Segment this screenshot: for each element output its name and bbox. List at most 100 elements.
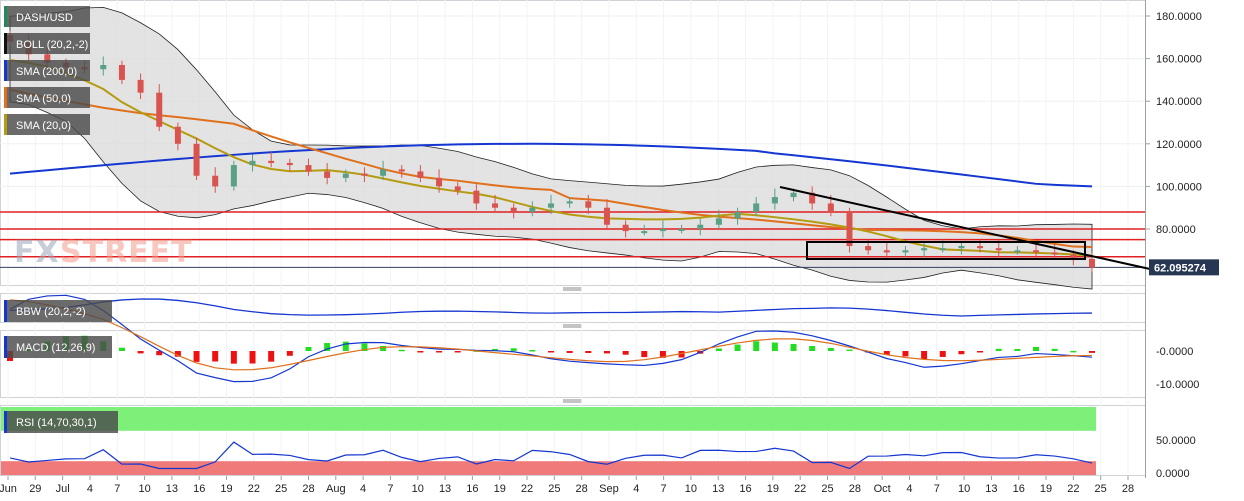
candle-body: [454, 186, 461, 191]
macd-histogram-bar: [659, 351, 666, 358]
macd-histogram-bar: [734, 344, 741, 351]
x-tick-label: 4: [906, 483, 912, 495]
y-tick-label: 80.0000: [1156, 224, 1196, 236]
candle-body: [809, 192, 816, 204]
panel-label-swatch: [4, 300, 7, 322]
x-tick-label: 29: [29, 483, 41, 495]
x-tick-label: Sep: [599, 483, 619, 495]
macd-histogram-bar: [1014, 348, 1021, 351]
macd-histogram-bar: [156, 351, 163, 356]
downtrend-line: [779, 186, 1151, 270]
x-axis: Jun 29 Jul 4 7 10 13 16 19 22 25 28 Aug 4 7 10 13 16 19 22 2…: [0, 476, 1134, 495]
x-tick-label: 16: [193, 483, 205, 495]
legend-swatch: [4, 114, 7, 135]
candle-body: [771, 197, 778, 204]
candle-body: [697, 224, 704, 229]
x-tick-label: 22: [521, 483, 533, 495]
y-axis: 180.0000 160.0000 140.0000 120.0000 100.0000…: [1145, 11, 1219, 480]
macd-histogram-bar: [380, 345, 387, 351]
macd-histogram-bar: [398, 349, 405, 352]
rsi-oversold-zone: [1, 461, 1096, 475]
x-tick-label: 28: [302, 483, 314, 495]
x-tick-label: 19: [494, 483, 506, 495]
candle-body: [753, 203, 760, 212]
candle-body: [622, 224, 629, 232]
candle-body: [174, 126, 181, 144]
candle-body: [118, 64, 125, 80]
rsi-tick-label: 0.0000: [1156, 468, 1190, 480]
candle-body: [939, 248, 946, 251]
candle-body: [566, 201, 573, 204]
candle-body: [529, 207, 536, 212]
x-tick-label: 4: [633, 483, 639, 495]
x-tick-label: 10: [412, 483, 424, 495]
bbw-panel: [9, 298, 1093, 317]
macd-histogram-bar: [324, 342, 331, 351]
panel-label: BBW (20,2,-2): [16, 306, 86, 318]
y-tick-label: 120.0000: [1156, 139, 1202, 151]
candle-body: [230, 165, 237, 187]
candle-body: [510, 207, 517, 212]
macd-histogram-bar: [977, 351, 984, 353]
sma200-line: [9, 142, 1093, 188]
macd-histogram-bar: [286, 351, 293, 356]
macd-histogram-bar: [566, 351, 573, 353]
candle-body: [492, 203, 499, 208]
macd-histogram-bar: [958, 351, 965, 355]
x-tick-label: 13: [439, 483, 451, 495]
candle-body: [324, 171, 331, 178]
legend-label: SMA (50,0): [16, 93, 71, 105]
legend-item: [4, 6, 90, 27]
x-tick-label: 16: [466, 483, 478, 495]
candle-body: [305, 165, 312, 172]
macd-histogram-bar: [939, 351, 946, 357]
x-tick-label: 19: [1040, 483, 1052, 495]
legend-item: [4, 33, 90, 54]
candle-body: [1051, 252, 1058, 255]
macd-histogram-bar: [827, 347, 834, 351]
candle-body: [1089, 258, 1095, 268]
y-tick-label: 180.0000: [1156, 11, 1202, 23]
rsi-panel: [1, 407, 1096, 475]
macd-histogram-bar: [921, 351, 928, 360]
candle-body: [678, 229, 685, 231]
macd-histogram-bar: [902, 351, 909, 357]
candle-body: [958, 246, 965, 249]
candle-body: [156, 92, 163, 127]
x-tick-label: Aug: [326, 483, 346, 495]
candle-body: [1014, 250, 1021, 253]
candle-body: [436, 177, 443, 187]
legend-swatch: [4, 6, 7, 27]
macd-histogram-bar: [436, 351, 443, 353]
y-tick-label: 140.0000: [1156, 96, 1202, 108]
panel-label-swatch: [4, 336, 7, 358]
current-price-label: 62.095274: [1154, 262, 1207, 274]
candle-body: [1033, 250, 1040, 253]
macd-histogram-bar: [174, 351, 181, 357]
x-tick-label: 22: [1067, 483, 1079, 495]
x-tick-label: Jul: [56, 483, 70, 495]
candle-body: [361, 173, 368, 176]
sma50-line: [9, 88, 1093, 248]
candle-body: [790, 192, 797, 198]
legend-label: SMA (200,0): [16, 66, 77, 78]
macd-histogram-bar: [753, 341, 760, 351]
candle-body: [380, 169, 387, 176]
macd-histogram-bar: [641, 351, 648, 358]
macd-histogram-bar: [883, 351, 890, 355]
panel-label: MACD (12,26,9): [16, 342, 95, 354]
candle-body: [342, 173, 349, 178]
macd-line: [9, 294, 1093, 383]
candle-body: [977, 246, 984, 249]
x-tick-label: 13: [712, 483, 724, 495]
macd-histogram-bar: [809, 346, 816, 351]
x-tick-label: 28: [1122, 483, 1134, 495]
candle-body: [995, 248, 1002, 251]
macd-histogram-bar: [268, 351, 275, 362]
x-tick-label: 4: [360, 483, 366, 495]
candle-body: [827, 203, 834, 212]
macd-histogram-bar: [771, 342, 778, 351]
x-tick-label: 16: [739, 483, 751, 495]
macd-histogram-bar: [790, 343, 797, 351]
